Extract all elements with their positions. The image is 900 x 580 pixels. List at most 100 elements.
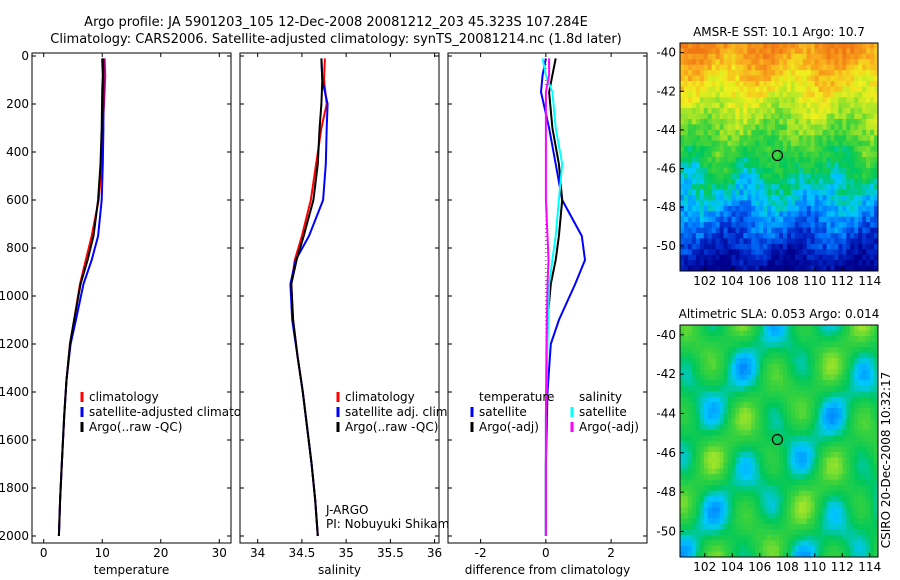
map-cell — [763, 534, 768, 541]
map-cell — [727, 441, 732, 447]
map-cell — [723, 418, 728, 425]
map-cell — [866, 523, 871, 530]
map-cell — [759, 545, 764, 552]
map-cell — [818, 501, 823, 508]
map-cell — [763, 358, 768, 365]
map-cell — [751, 347, 756, 354]
map-cell — [870, 108, 875, 114]
map-cell — [846, 146, 851, 152]
map-cell — [751, 424, 756, 431]
map-cell — [810, 507, 816, 514]
map-cell — [842, 140, 847, 147]
map-cell — [687, 529, 693, 536]
map-cell — [767, 260, 772, 266]
map-cell — [798, 70, 804, 76]
map-cell — [691, 162, 697, 169]
map-cell — [731, 184, 736, 190]
map-cell — [798, 222, 804, 228]
map-cell — [806, 167, 812, 174]
map-cell — [779, 468, 784, 475]
map-cell — [806, 474, 812, 481]
map-cell — [703, 108, 709, 114]
map-cell — [846, 534, 851, 541]
map-cell — [699, 352, 705, 359]
map-cell — [850, 211, 855, 218]
map-cell — [854, 173, 859, 180]
map-cell — [822, 43, 827, 49]
map-cell — [739, 474, 744, 481]
map-cell — [818, 243, 823, 250]
map-cell — [858, 479, 863, 486]
map-cell — [874, 48, 879, 55]
map-cell — [794, 523, 800, 530]
map-cell — [830, 325, 835, 331]
map-cell — [814, 545, 819, 552]
map-cell — [834, 265, 839, 272]
map-cell — [759, 222, 764, 228]
map-cell — [755, 162, 760, 169]
map-cell — [870, 222, 875, 228]
map-cell — [719, 70, 724, 76]
map-cell — [850, 167, 855, 174]
map-cell — [727, 341, 732, 348]
map-cell — [806, 485, 812, 492]
map-cell — [715, 463, 720, 470]
map-cell — [810, 551, 816, 558]
map-cell — [759, 391, 764, 398]
map-cell — [711, 59, 717, 66]
map-cell — [715, 468, 720, 475]
map-cell — [786, 474, 792, 481]
map-cell — [830, 540, 835, 547]
map-cell — [707, 358, 713, 365]
map-cell — [866, 254, 871, 261]
map-cell — [826, 48, 831, 55]
map-cell — [727, 146, 732, 152]
map-cell — [755, 195, 760, 201]
map-cell — [846, 178, 851, 185]
map-cell — [719, 200, 724, 207]
map-cell — [739, 479, 744, 486]
map-cell — [846, 249, 851, 256]
map-cell — [810, 479, 816, 486]
map-cell — [846, 407, 851, 414]
map-cell — [727, 391, 732, 398]
map-cell — [818, 216, 823, 223]
map-cell — [747, 468, 752, 475]
map-cell — [806, 184, 812, 190]
map-cell — [715, 233, 720, 239]
map-cell — [680, 167, 685, 174]
map-cell — [711, 336, 717, 342]
map-cell — [775, 243, 780, 250]
map-cell — [818, 124, 823, 131]
map-cell — [680, 518, 685, 525]
map-cell — [719, 162, 724, 169]
map-cell — [798, 363, 804, 370]
map-cell — [842, 195, 847, 201]
map-cell — [683, 474, 689, 481]
map-cell — [719, 441, 724, 447]
map-cell — [786, 490, 792, 497]
series-line-salinity-argo-adj- — [544, 58, 551, 536]
map-cell — [862, 551, 867, 558]
map-cell — [870, 391, 875, 398]
map-cell — [806, 496, 812, 503]
map-cell — [866, 86, 871, 93]
map-cell — [870, 551, 875, 558]
map-cell — [767, 75, 772, 82]
map-cell — [842, 490, 847, 497]
map-cell — [755, 260, 760, 266]
map-cell — [747, 249, 752, 256]
map-cell — [707, 435, 713, 442]
map-cell — [830, 97, 835, 104]
map-cell — [763, 216, 768, 223]
map-cell — [723, 205, 728, 212]
map-cell — [767, 81, 772, 87]
map-cell — [707, 124, 713, 131]
map-cell — [874, 446, 879, 453]
map-cell — [822, 254, 827, 261]
map-cell — [703, 200, 709, 207]
map-cell — [727, 233, 732, 239]
map-cell — [850, 81, 855, 87]
map-cell — [735, 485, 740, 492]
